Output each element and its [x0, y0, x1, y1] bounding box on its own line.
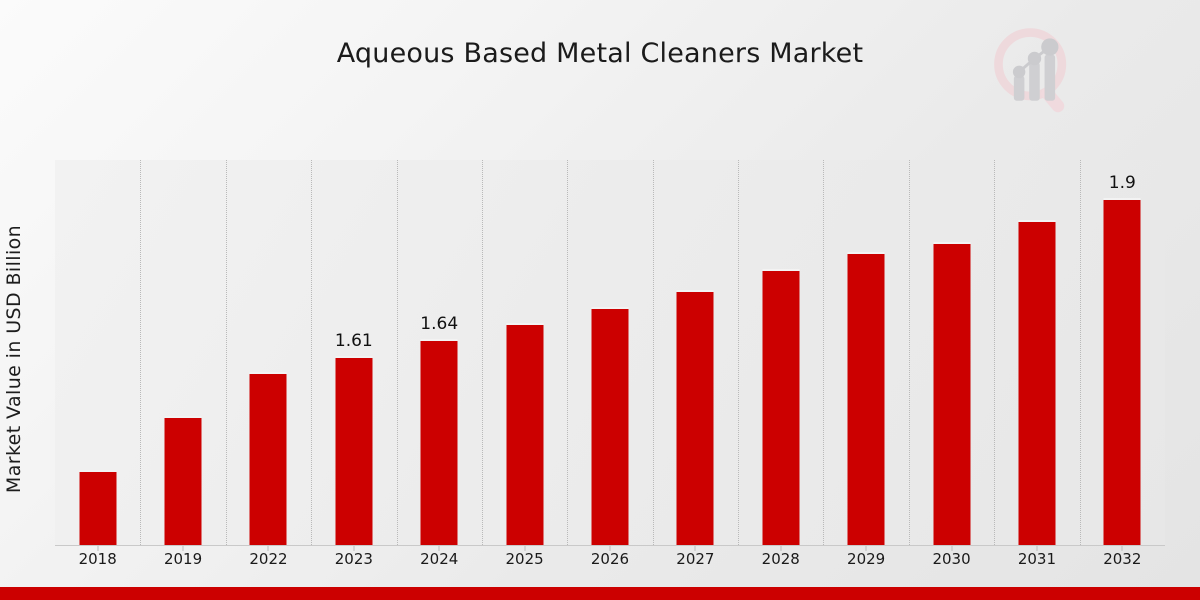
x-axis-tick-label-2024: 2024 — [420, 550, 459, 568]
bar-group-2024[interactable]: 1.64 2024 — [397, 160, 482, 568]
bar-group-2018[interactable]: 2018 — [55, 160, 140, 568]
gridline — [908, 160, 911, 545]
x-tick-mark — [97, 546, 99, 551]
gridline — [652, 160, 655, 545]
bar-2018[interactable] — [79, 469, 117, 546]
bar-group-2031[interactable]: 2031 — [994, 160, 1079, 568]
bar-value-label-2023: 1.61 — [334, 330, 373, 351]
gridlines — [55, 160, 1165, 546]
gridline — [481, 160, 484, 545]
x-axis-tick-label-2023: 2023 — [334, 550, 373, 568]
x-axis-tick-label-2027: 2027 — [676, 550, 715, 568]
x-axis-tick-label-2026: 2026 — [590, 550, 630, 568]
bar-group-2028[interactable]: 2028 — [738, 160, 823, 568]
page-title: Aqueous Based Metal Cleaners Market — [336, 38, 864, 69]
x-axis-tick-label-2022: 2022 — [249, 550, 288, 568]
y-axis-title: Market Value in USD Billion — [3, 224, 25, 494]
magnifier-bar-chart-logo-icon — [985, 22, 1083, 118]
x-axis-tick-label-2032: 2032 — [1103, 550, 1142, 568]
bar-2029[interactable] — [847, 252, 885, 546]
bar-value-label-2024: 1.64 — [420, 314, 459, 335]
bar-group-2029[interactable]: 2029 — [823, 160, 908, 568]
gridline — [396, 160, 399, 545]
x-tick-mark — [524, 546, 526, 551]
x-tick-mark — [694, 546, 696, 551]
bar-group-2025[interactable]: 2025 — [482, 160, 567, 568]
gridline — [311, 160, 313, 545]
x-axis-line — [55, 545, 1165, 546]
bar-group-2019[interactable]: 2019 — [140, 160, 225, 568]
bar-2023[interactable] — [335, 355, 373, 546]
x-tick-mark — [780, 546, 782, 551]
x-tick-mark — [182, 546, 184, 551]
bar-2031[interactable] — [1018, 219, 1056, 546]
x-axis-tick-label-2019: 2019 — [163, 550, 203, 568]
bar-2032[interactable] — [1103, 198, 1141, 546]
bar-group-2026[interactable]: 2026 — [567, 160, 652, 568]
x-axis-tick-label-2018: 2018 — [78, 550, 117, 568]
x-tick-mark — [267, 546, 269, 551]
bar-2028[interactable] — [762, 268, 800, 546]
gridline — [823, 160, 825, 545]
bar-group-2023[interactable]: 1.61 2023 — [311, 160, 396, 568]
x-axis-tick-label-2025: 2025 — [505, 550, 544, 568]
bar-2027[interactable] — [676, 290, 714, 546]
gridline — [567, 160, 569, 545]
bar-2022[interactable] — [249, 372, 287, 546]
bar-group-2030[interactable]: 2030 — [909, 160, 994, 568]
x-tick-mark — [1036, 546, 1038, 551]
gridline — [994, 160, 996, 545]
x-tick-mark — [609, 546, 611, 551]
x-tick-mark — [353, 546, 355, 551]
bar-2024[interactable] — [420, 339, 458, 546]
gridline — [738, 160, 740, 545]
x-tick-mark — [1121, 546, 1123, 551]
bar-2025[interactable] — [506, 323, 544, 546]
x-axis-tick-label-2031: 2031 — [1017, 550, 1056, 568]
bar-series: 2018 2019 2022 1.61 2023 1.64 2024 2025 2026 2027… — [55, 160, 1165, 568]
x-tick-mark — [865, 546, 867, 551]
gridline — [225, 160, 228, 545]
bar-group-2032[interactable]: 1.9 2032 — [1080, 160, 1165, 568]
x-axis-tick-label-2030: 2030 — [932, 550, 971, 568]
bar-group-2027[interactable]: 2027 — [653, 160, 738, 568]
x-axis-tick-label-2029: 2029 — [847, 550, 886, 568]
bar-2019[interactable] — [164, 415, 202, 546]
x-tick-mark — [438, 546, 440, 551]
x-axis-tick-label-2028: 2028 — [761, 550, 800, 568]
plot-area: 2018 2019 2022 1.61 2023 1.64 2024 2025 2026 2027… — [55, 160, 1165, 568]
footer-accent-band — [0, 587, 1200, 600]
gridline — [140, 160, 142, 545]
bar-2026[interactable] — [591, 306, 629, 546]
bar-value-label-2032: 1.9 — [1108, 173, 1136, 194]
bar-group-2022[interactable]: 2022 — [226, 160, 311, 568]
x-tick-mark — [951, 546, 953, 551]
gridline — [1079, 160, 1082, 545]
bar-2030[interactable] — [933, 241, 971, 546]
